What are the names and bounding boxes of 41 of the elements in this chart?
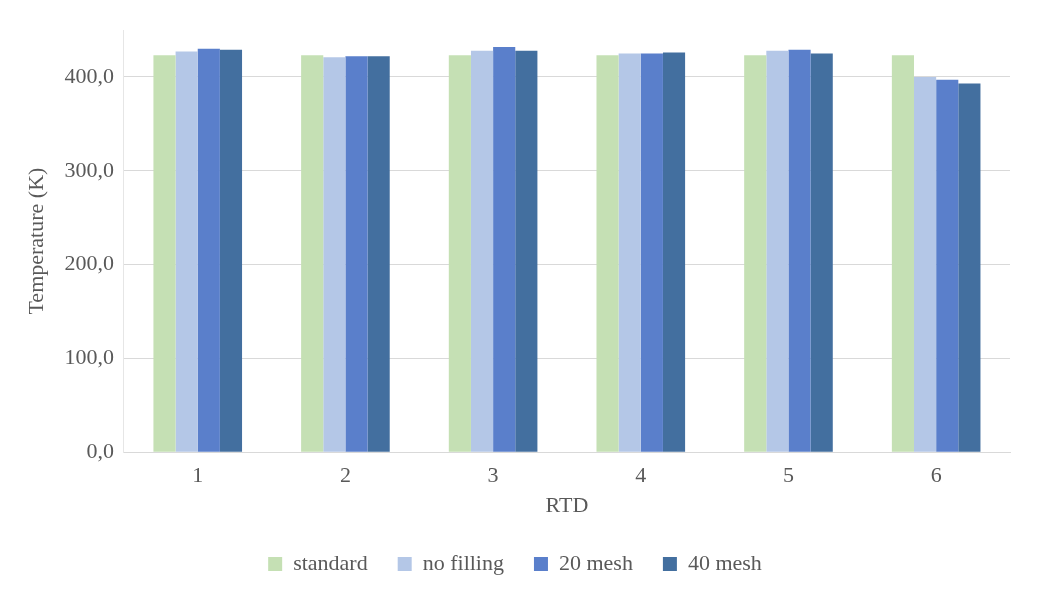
x-tick-label: 2 [339,462,351,488]
bar [744,55,767,452]
bar [493,46,516,452]
bar [448,55,471,452]
x-tick-label: 1 [192,462,204,488]
x-tick-label: 5 [782,462,794,488]
bar [323,57,346,452]
y-tick-label: 100,0 [64,344,114,370]
y-axis-title: Temperature (K) [22,167,48,315]
bar [914,76,937,452]
x-tick-label: 3 [487,462,499,488]
bar [618,53,641,452]
y-tick-label: 300,0 [64,156,114,182]
bar [153,55,176,452]
bar [175,51,198,452]
legend-label: 20 mesh [558,549,633,575]
legend-label: 40 mesh [687,549,762,575]
bar [958,83,981,452]
x-tick-label: 6 [930,462,942,488]
bar [810,53,833,452]
y-tick-label: 400,0 [64,62,114,88]
bar [515,50,538,452]
y-tick-label: 0,0 [86,437,114,463]
bar [197,48,220,452]
bar [788,49,811,452]
y-tick-label: 200,0 [64,250,114,276]
bar [596,55,619,452]
bar [301,55,324,452]
legend-label: standard [293,549,368,575]
bar [470,50,494,452]
bar [662,52,686,452]
x-axis-title: RTD [545,491,589,517]
bar [367,56,390,452]
bar [891,55,915,452]
legend-label: no filling [422,549,504,575]
bar [936,79,959,452]
x-tick-label: 4 [635,462,647,488]
bar [219,49,243,452]
bar [766,50,789,452]
bar [640,53,663,452]
bar [345,56,368,452]
